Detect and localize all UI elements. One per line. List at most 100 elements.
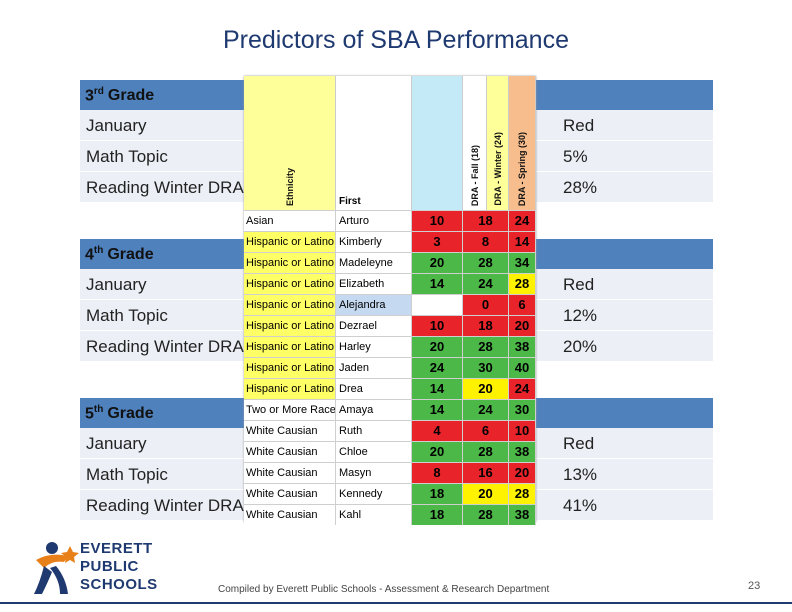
fall-score-cell [412,295,463,315]
predictor-label: January [86,275,147,294]
ethnicity-cell: White Causian [244,442,336,462]
first-name-cell: Amaya [336,400,412,420]
spring-score-cell: 38 [509,442,536,462]
predictor-value: 41% [563,496,598,515]
first-name-cell: Elizabeth [336,274,412,294]
district-logo: EVERETT PUBLIC SCHOOLS [30,538,170,598]
grade-suffix: rd [93,86,104,97]
grade-title: 4th Grade [85,245,154,264]
table-row: Hispanic or Latino Jaden 24 30 40 [244,357,536,378]
spring-score-cell: 38 [509,337,536,357]
fall-score-cell: 14 [412,379,463,399]
predictor-value: Red [563,275,595,294]
predictor-label: Reading Winter DRA [86,337,244,356]
predictor-value: 28% [563,178,598,197]
predictor-label: Math Topic [86,147,168,166]
first-name-cell: Masyn [336,463,412,483]
winter-score-cell: 24 [463,400,509,420]
table-row: Hispanic or Latino Madeleyne 20 28 34 [244,252,536,273]
ethnicity-header: Ethnicity [244,76,336,210]
first-name-cell: Kimberly [336,232,412,252]
first-name-cell: Kahl [336,505,412,525]
winter-score-cell: 16 [463,463,509,483]
spring-score-cell: 10 [509,421,536,441]
spring-score-cell: 38 [509,505,536,525]
first-name-cell: Arturo [336,211,412,231]
ethnicity-cell: White Causian [244,463,336,483]
ethnicity-cell: White Causian [244,421,336,441]
ethnicity-cell: Hispanic or Latino [244,295,336,315]
table-row: Hispanic or Latino Elizabeth 14 24 28 [244,273,536,294]
predictor-value: 5% [563,147,588,166]
winter-score-cell: 18 [463,316,509,336]
fall-score-cell: 24 [412,358,463,378]
fall-score-cell: 18 [412,505,463,525]
first-name-cell: Chloe [336,442,412,462]
spring-header: DRA - Spring (30) [509,76,536,210]
ethnicity-cell: Hispanic or Latino [244,253,336,273]
table-row: Hispanic or Latino Dezrael 10 18 20 [244,315,536,336]
table-row: White Causian Ruth 4 6 10 [244,420,536,441]
fall-score-cell: 18 [412,484,463,504]
table-row: Hispanic or Latino Drea 14 20 24 [244,378,536,399]
first-header-label: First [339,196,361,207]
grade-suffix: th [93,404,104,415]
first-name-cell: Dezrael [336,316,412,336]
winter-score-cell: 8 [463,232,509,252]
spring-score-cell: 20 [509,316,536,336]
dra-data-table: Ethnicity First DRA - Fall (18) DRA - Wi… [244,76,536,525]
spring-score-cell: 24 [509,379,536,399]
table-row: White Causian Kahl 18 28 38 [244,504,536,525]
spring-score-cell: 30 [509,400,536,420]
winter-score-cell: 18 [463,211,509,231]
ethnicity-cell: Asian [244,211,336,231]
table-row: White Causian Kennedy 18 20 28 [244,483,536,504]
predictor-value: Red [563,116,595,135]
first-name-cell: Ruth [336,421,412,441]
winter-score-cell: 6 [463,421,509,441]
winter-header-label: DRA - Winter (24) [492,132,503,206]
grade-number: 5 [85,405,94,423]
first-name-cell: Jaden [336,358,412,378]
footer-credit: Compiled by Everett Public Schools - Ass… [218,584,550,595]
ethnicity-cell: White Causian [244,505,336,525]
first-header: First [336,76,412,210]
table-row: Two or More Races Amaya 14 24 30 [244,399,536,420]
spring-score-cell: 14 [509,232,536,252]
predictor-value: 13% [563,465,598,484]
grade-word: Grade [107,405,154,423]
table-row: Hispanic or Latino Harley 20 28 38 [244,336,536,357]
fall-score-cell: 10 [412,316,463,336]
fall-score-cell: 3 [412,232,463,252]
fall-score-cell: 14 [412,274,463,294]
grade-title: 3rd Grade [85,86,154,105]
spring-score-cell: 6 [509,295,536,315]
grade-word: Grade [107,87,155,105]
ethnicity-cell: Hispanic or Latino [244,274,336,294]
ethnicity-cell: Hispanic or Latino [244,337,336,357]
predictor-label: January [86,116,147,135]
winter-score-cell: 30 [463,358,509,378]
predictor-value: 12% [563,306,598,325]
winter-score-cell: 24 [463,274,509,294]
winter-header: DRA - Winter (24) [487,76,509,210]
fall-score-cell: 20 [412,337,463,357]
grade-number: 3 [85,87,94,105]
winter-score-cell: 28 [463,505,509,525]
winter-score-cell: 28 [463,442,509,462]
predictor-value: Red [563,434,595,453]
spring-score-cell: 34 [509,253,536,273]
predictor-label: January [86,434,147,453]
predictor-label: Math Topic [86,465,168,484]
fall-score-cell: 14 [412,400,463,420]
spring-header-label: DRA - Spring (30) [517,131,527,206]
ethnicity-cell: Hispanic or Latino [244,379,336,399]
grade-suffix: th [93,245,104,256]
ethnicity-cell: Hispanic or Latino [244,358,336,378]
logo-line-2: PUBLIC [80,558,139,575]
fall-score-cell: 4 [412,421,463,441]
table-row: White Causian Masyn 8 16 20 [244,462,536,483]
blank-header [412,76,463,210]
fall-score-cell: 8 [412,463,463,483]
page-number: 23 [748,580,761,592]
